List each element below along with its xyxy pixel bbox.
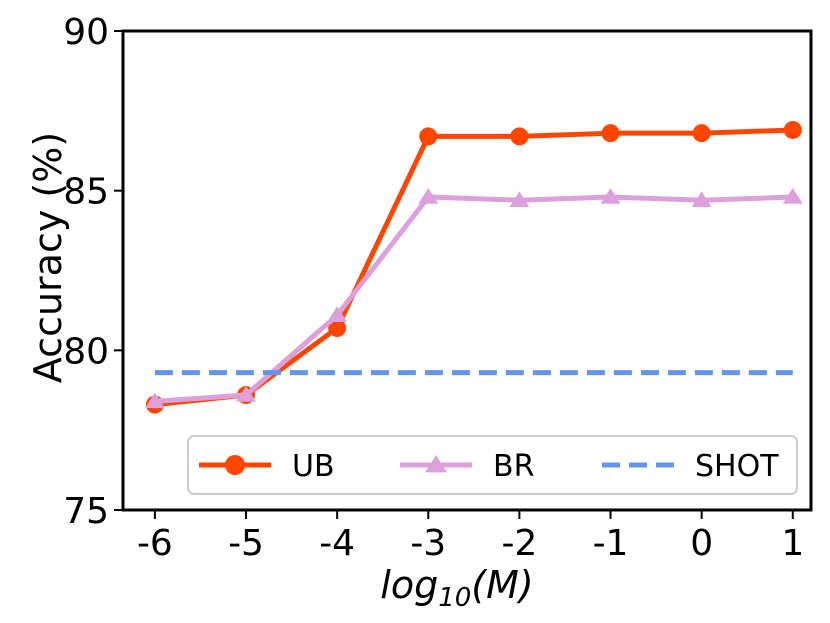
y-axis-label: Accuracy (%) xyxy=(26,132,70,383)
y-tick-label: 80 xyxy=(63,331,109,372)
x-axis-label: log10(M) xyxy=(380,563,533,613)
legend-label: UB xyxy=(292,449,335,484)
ub-point xyxy=(783,120,802,139)
ub-point xyxy=(601,124,620,143)
y-tick-label: 75 xyxy=(63,491,109,532)
legend-label: SHOT xyxy=(695,449,779,484)
br-point xyxy=(425,455,447,473)
ub-line xyxy=(154,127,793,408)
x-tick-label: 1 xyxy=(781,523,804,564)
ub-point xyxy=(225,455,245,475)
legend: UB BR SHOT xyxy=(187,435,798,495)
x-axis-ticks: -6 -5 -4 -3 -2 -1 0 1 xyxy=(137,510,804,564)
ub-point xyxy=(510,127,529,146)
ub-point xyxy=(328,318,347,337)
x-tick-label: -6 xyxy=(137,523,173,564)
ub-point xyxy=(692,124,711,143)
br-point xyxy=(509,191,530,207)
plot-frame xyxy=(121,29,813,512)
ub-point xyxy=(419,127,438,146)
x-tick-label: -3 xyxy=(410,523,446,564)
y-axis-ticks: 75 80 85 90 xyxy=(63,12,123,532)
x-tick-label: -2 xyxy=(501,523,537,564)
legend-label: BR xyxy=(493,449,534,484)
legend-box xyxy=(187,435,798,495)
legend-entry-shot: SHOT xyxy=(602,449,779,484)
series-ub xyxy=(145,120,802,414)
br-point xyxy=(236,386,257,402)
br-point xyxy=(691,191,712,207)
series-br xyxy=(144,188,803,409)
series-layer xyxy=(144,120,803,414)
br-line xyxy=(154,194,793,404)
br-point xyxy=(600,188,621,204)
x-tick-label: 0 xyxy=(690,523,713,564)
legend-entry-br: BR xyxy=(400,449,534,484)
x-tick-label: -1 xyxy=(593,523,629,564)
y-tick-label: 85 xyxy=(63,172,109,213)
br-point xyxy=(782,188,803,204)
x-tick-label: -4 xyxy=(319,523,355,564)
br-point xyxy=(144,392,165,409)
x-tick-label: -5 xyxy=(228,523,264,564)
legend-entry-ub: UB xyxy=(199,449,335,484)
br-point xyxy=(418,188,439,204)
y-tick-label: 90 xyxy=(63,12,109,53)
br-point xyxy=(327,306,348,322)
